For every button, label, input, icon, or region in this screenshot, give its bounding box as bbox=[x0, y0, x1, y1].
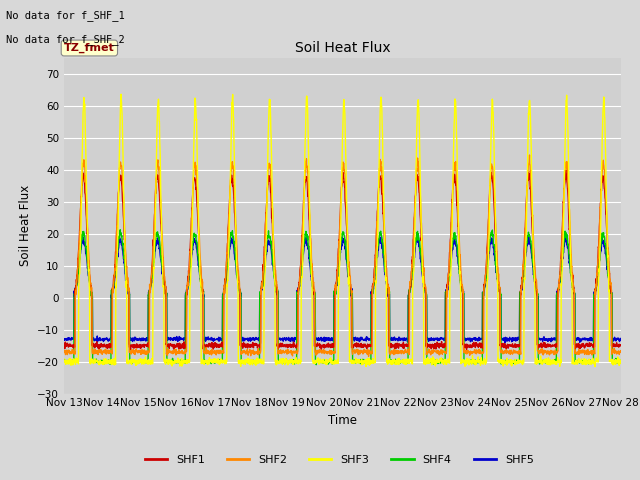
Legend: SHF1, SHF2, SHF3, SHF4, SHF5: SHF1, SHF2, SHF3, SHF4, SHF5 bbox=[140, 451, 538, 469]
SHF5 bbox=[358, 336, 366, 342]
SHF1 bbox=[563, 168, 570, 173]
SHF1 bbox=[216, 342, 223, 348]
SHF1 bbox=[371, 264, 379, 269]
SHF3 bbox=[371, 359, 379, 364]
SHF5 bbox=[504, 337, 512, 343]
SHF4 bbox=[371, 269, 379, 275]
SHF4 bbox=[216, 358, 223, 364]
SHF3 bbox=[359, 360, 367, 366]
SHF2 bbox=[617, 348, 625, 354]
SHF4 bbox=[568, 278, 576, 284]
SHF5 bbox=[501, 340, 509, 346]
SHF2 bbox=[365, 353, 372, 359]
Text: No data for f_SHF_2: No data for f_SHF_2 bbox=[6, 34, 125, 45]
SHF1 bbox=[568, 273, 576, 279]
SHF4 bbox=[359, 357, 367, 362]
SHF5 bbox=[617, 336, 625, 342]
Line: SHF2: SHF2 bbox=[64, 155, 621, 356]
SHF4 bbox=[116, 227, 124, 233]
SHF2 bbox=[568, 272, 576, 277]
SHF1 bbox=[584, 343, 591, 348]
Text: No data for f_SHF_1: No data for f_SHF_1 bbox=[6, 10, 125, 21]
SHF5 bbox=[584, 336, 591, 342]
SHF5 bbox=[568, 280, 576, 286]
SHF1 bbox=[317, 347, 325, 352]
SHF2 bbox=[371, 264, 379, 270]
SHF4 bbox=[584, 360, 591, 365]
SHF3 bbox=[568, 279, 575, 285]
X-axis label: Time: Time bbox=[328, 414, 357, 427]
Title: Soil Heat Flux: Soil Heat Flux bbox=[294, 41, 390, 55]
SHF5 bbox=[216, 336, 223, 341]
SHF5 bbox=[60, 337, 68, 343]
SHF2 bbox=[525, 152, 533, 158]
SHF1 bbox=[60, 343, 68, 349]
SHF2 bbox=[358, 350, 366, 356]
SHF4 bbox=[505, 358, 513, 363]
SHF3 bbox=[60, 356, 68, 362]
SHF4 bbox=[60, 358, 68, 364]
SHF1 bbox=[504, 345, 512, 351]
SHF4 bbox=[617, 360, 625, 365]
Line: SHF5: SHF5 bbox=[64, 236, 621, 343]
SHF3 bbox=[584, 359, 591, 364]
SHF2 bbox=[504, 349, 512, 355]
Line: SHF1: SHF1 bbox=[64, 170, 621, 349]
SHF1 bbox=[617, 343, 625, 348]
SHF3 bbox=[504, 360, 512, 365]
SHF5 bbox=[525, 233, 533, 239]
Line: SHF3: SHF3 bbox=[64, 94, 621, 367]
SHF5 bbox=[371, 276, 378, 281]
SHF3 bbox=[216, 361, 223, 367]
Text: TZ_fmet: TZ_fmet bbox=[64, 43, 115, 53]
SHF1 bbox=[359, 342, 367, 348]
Line: SHF4: SHF4 bbox=[64, 230, 621, 365]
SHF2 bbox=[584, 349, 591, 355]
SHF3 bbox=[117, 91, 125, 97]
SHF2 bbox=[60, 348, 68, 354]
Y-axis label: Soil Heat Flux: Soil Heat Flux bbox=[19, 185, 32, 266]
SHF2 bbox=[216, 349, 223, 355]
SHF4 bbox=[312, 362, 320, 368]
SHF3 bbox=[617, 360, 625, 366]
SHF3 bbox=[591, 364, 599, 370]
